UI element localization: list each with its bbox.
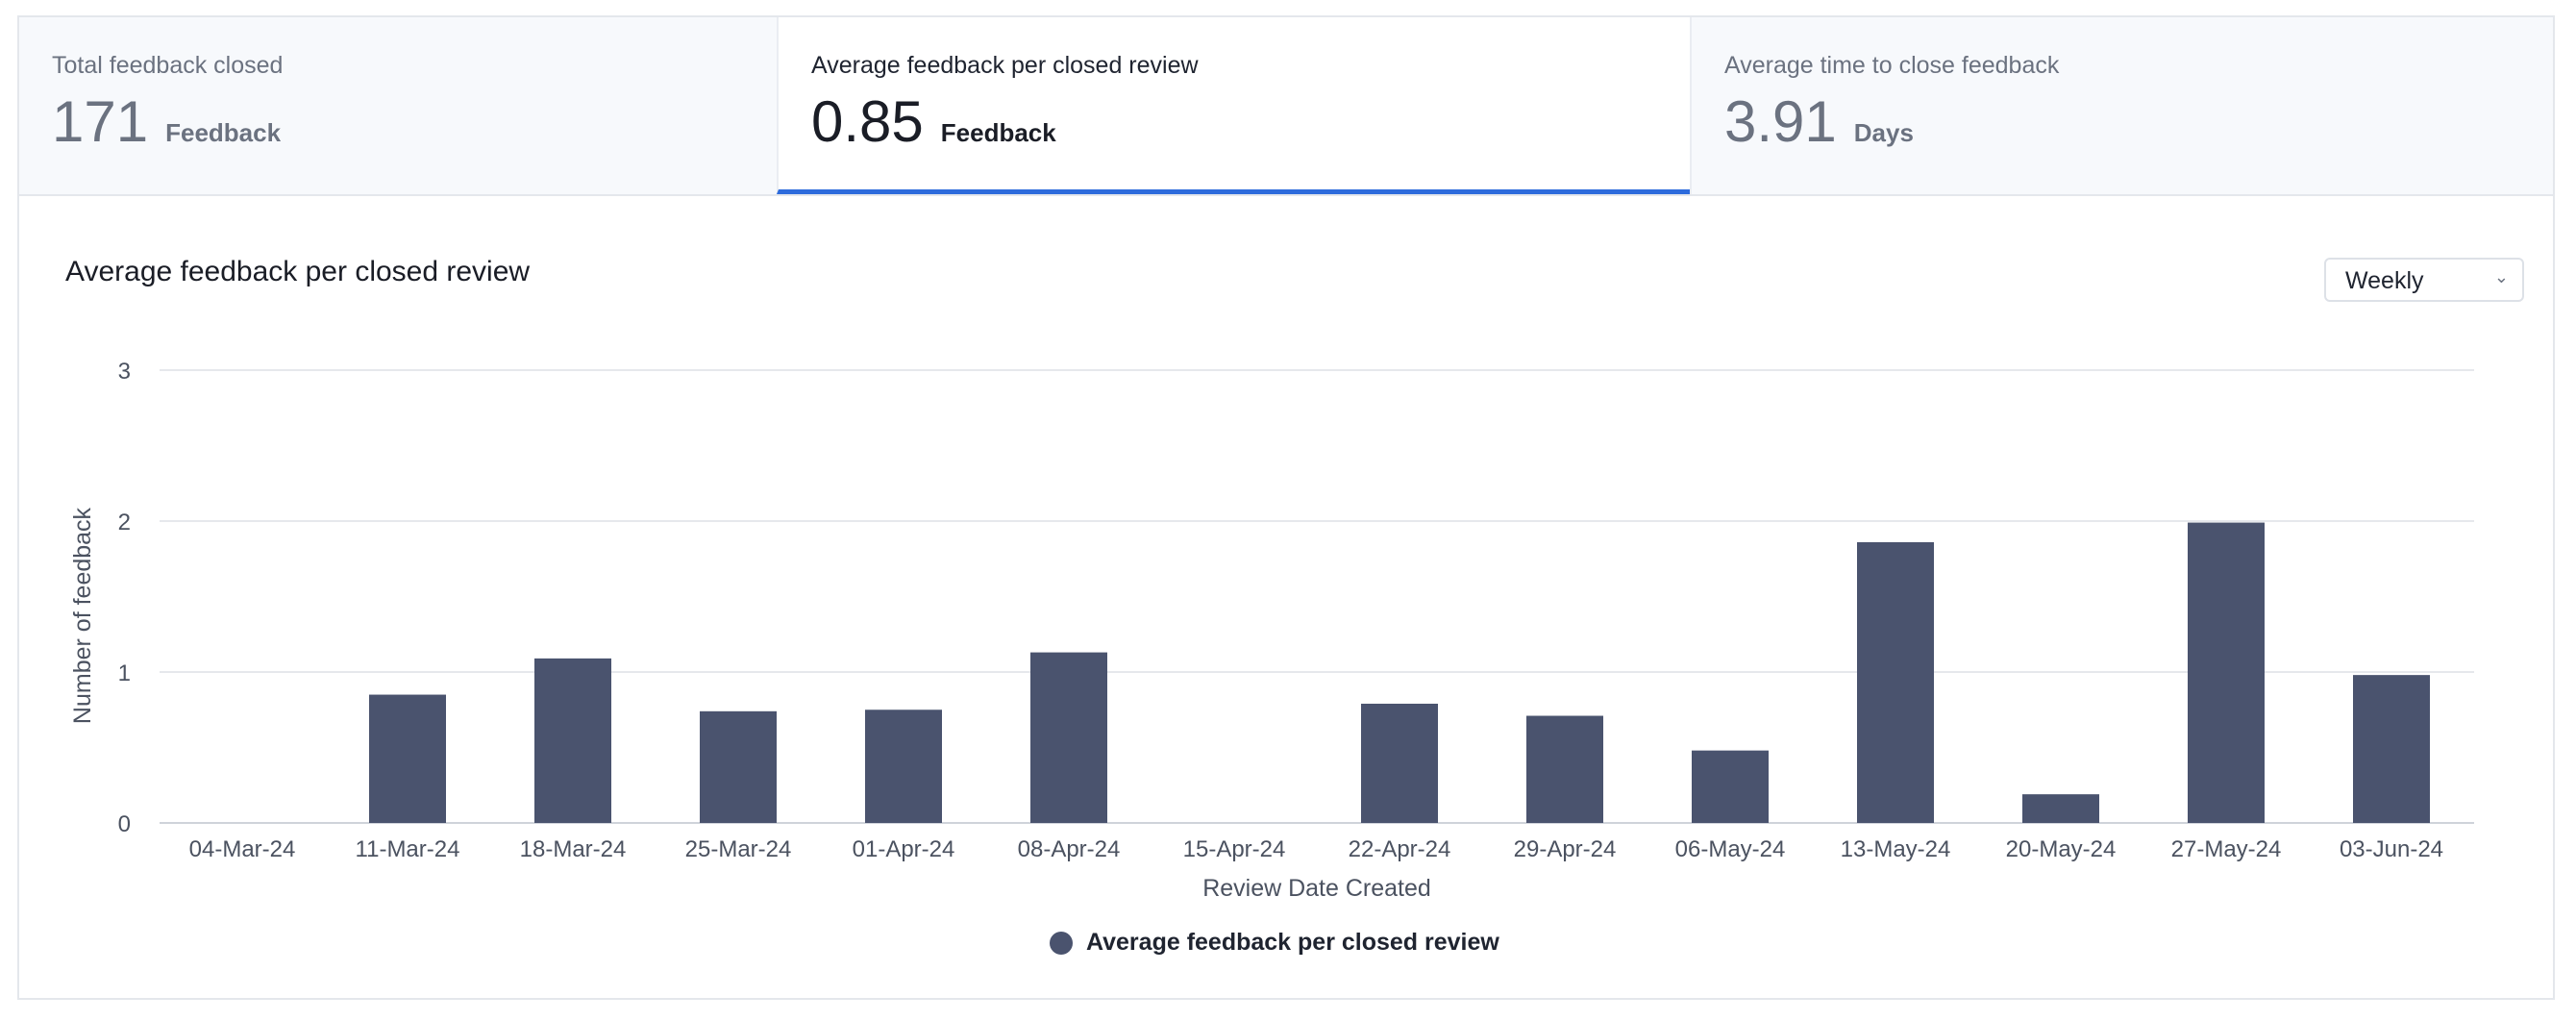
- x-tick-label: 11-Mar-24: [356, 836, 460, 862]
- bar: [1361, 703, 1438, 823]
- x-tick-label: 25-Mar-24: [685, 836, 792, 862]
- tab-label: Average time to close feedback: [1724, 52, 2060, 79]
- chart-legend[interactable]: Average feedback per closed review: [1050, 929, 1499, 957]
- period-select[interactable]: Weekly ⌄: [2324, 258, 2524, 302]
- x-tick-label: 15-Apr-24: [1183, 836, 1286, 862]
- tab-value: 3.91: [1724, 89, 1837, 154]
- metric-tabs: Total feedback closed 171 Feedback Avera…: [19, 17, 2553, 196]
- x-tick-label: 08-Apr-24: [1018, 836, 1121, 862]
- tab-unit: Feedback: [165, 118, 282, 147]
- tab-value: 0.85: [811, 89, 924, 154]
- tab-total-feedback-closed[interactable]: Total feedback closed 171 Feedback: [19, 17, 777, 194]
- tab-value: 171: [52, 89, 149, 154]
- y-axis-label: Number of feedback: [69, 507, 96, 724]
- bar: [369, 694, 446, 823]
- x-axis-label: Review Date Created: [1202, 875, 1431, 902]
- bar: [2022, 794, 2099, 823]
- bar: [2188, 522, 2265, 823]
- bar: [865, 710, 942, 823]
- y-tick-label: 1: [118, 660, 131, 686]
- x-tick-label: 20-May-24: [2006, 836, 2117, 862]
- tab-average-feedback-per-closed-review[interactable]: Average feedback per closed review 0.85 …: [777, 17, 1690, 194]
- tab-unit: Feedback: [940, 118, 1056, 147]
- tab-label: Average feedback per closed review: [811, 52, 1199, 79]
- tab-average-time-to-close-feedback[interactable]: Average time to close feedback 3.91 Days: [1690, 17, 2553, 194]
- x-tick-label: 06-May-24: [1675, 836, 1786, 862]
- bar: [1526, 715, 1603, 823]
- bar: [534, 658, 611, 823]
- chevron-down-icon: ⌄: [2493, 267, 2509, 286]
- bar: [1030, 652, 1107, 823]
- y-tick-label: 0: [118, 811, 131, 837]
- x-tick-label: 04-Mar-24: [189, 836, 296, 862]
- x-tick-label: 13-May-24: [1841, 836, 1951, 862]
- x-tick-label: 27-May-24: [2171, 836, 2282, 862]
- bar: [1692, 750, 1769, 823]
- tab-unit: Days: [1853, 118, 1914, 147]
- legend-label: Average feedback per closed review: [1086, 929, 1499, 956]
- bar: [2353, 675, 2430, 823]
- x-tick-label: 29-Apr-24: [1514, 836, 1617, 862]
- x-tick-label: 18-Mar-24: [520, 836, 627, 862]
- y-tick-label: 2: [118, 510, 131, 535]
- tab-label: Total feedback closed: [52, 52, 284, 79]
- period-select-value: Weekly: [2345, 267, 2424, 294]
- x-tick-label: 03-Jun-24: [2340, 836, 2443, 862]
- y-tick-label: 3: [118, 359, 131, 385]
- x-tick-label: 22-Apr-24: [1349, 836, 1451, 862]
- chart-title: Average feedback per closed review: [65, 256, 531, 287]
- legend-swatch: [1050, 931, 1073, 955]
- feedback-card: Total feedback closed 171 Feedback Avera…: [17, 15, 2555, 1000]
- x-tick-label: 01-Apr-24: [853, 836, 955, 862]
- bar-chart: 0 1 2 3 04-Mar-24 11-Mar-24 18-Mar-24 25-Mar-24…: [69, 359, 2474, 902]
- bar: [700, 710, 777, 823]
- bar: [1857, 541, 1934, 823]
